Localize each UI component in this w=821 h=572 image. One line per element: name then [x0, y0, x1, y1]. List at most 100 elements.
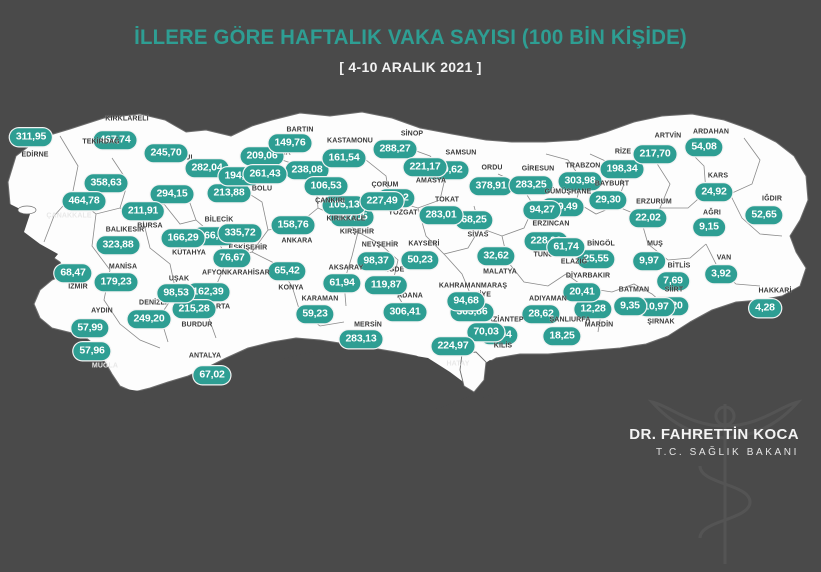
province-name-label: ARTVİN: [654, 132, 682, 140]
province-name-label: İZMİR: [68, 283, 88, 291]
province-name-label: ESKİŞEHİR: [228, 244, 268, 252]
province-value-badge: 249,20: [127, 310, 171, 328]
province-value-badge: 162,39: [186, 283, 230, 301]
province-name-label: ADIYAMAN: [529, 295, 567, 303]
province-name-label: ANKARA: [281, 237, 313, 245]
province-value-badge: 467,74: [93, 131, 137, 149]
province-name-label: MARDİN: [584, 321, 614, 329]
province-value-badge: 149,76: [268, 134, 312, 152]
province-name-label: YOZGAT: [388, 209, 418, 217]
province-value-badge: 50,23: [401, 251, 439, 269]
province-name-label: KARS: [707, 172, 729, 180]
province-name-label: BİNGÖL: [587, 240, 615, 248]
province-value-badge: 105,13: [322, 196, 366, 214]
province-name-label: TUNCELİ: [533, 251, 565, 259]
province-value-badge: 306,41: [383, 303, 427, 321]
province-name-label: BİTLİS: [667, 262, 691, 270]
province-name-label: KONYA: [278, 284, 304, 292]
province-name-label: DENİZLİ: [139, 299, 167, 307]
province-name-label: ÇANAKKALE: [46, 212, 92, 220]
province-value-badge: 179,23: [94, 273, 138, 291]
province-value-badge: 209,06: [240, 147, 284, 165]
province-value-badge: 119,87: [364, 276, 408, 294]
province-value-badge: 59,23: [296, 305, 334, 323]
province-name-label: ŞANLIURFA: [549, 316, 591, 324]
province-name-label: KAHRAMANMARAŞ: [438, 282, 508, 290]
province-name-label: BATMAN: [618, 286, 650, 294]
province-value-badge: 4,28: [749, 299, 781, 317]
province-name-label: AMASYA: [415, 177, 447, 185]
province-value-badge: 32,62: [477, 247, 515, 265]
minister-role: T.C. SAĞLIK BAKANI: [656, 447, 799, 458]
province-value-badge: 283,25: [509, 176, 553, 194]
province-value-badge: 28,62: [522, 305, 560, 323]
province-value-badge: 245,70: [144, 144, 188, 162]
province-name-label: KIRIKKALE: [326, 215, 366, 223]
province-value-badge: 303,98: [558, 172, 602, 190]
province-value-badge: 98,37: [357, 252, 395, 270]
province-value-badge: 283,13: [339, 330, 383, 348]
province-value-badge: 22,02: [629, 209, 667, 227]
province-value-badge: 3,92: [705, 265, 737, 283]
province-name-label: GİRESUN: [521, 165, 555, 173]
province-value-badge: 211,91: [121, 202, 165, 220]
province-value-badge: 221,17: [403, 158, 447, 176]
province-name-label: ERZİNCAN: [532, 220, 570, 228]
province-value-badge: 68,47: [54, 264, 92, 282]
province-value-badge: 25,55: [577, 250, 615, 268]
province-name-label: AFYONKARAHİSAR: [202, 269, 270, 277]
province-value-badge: 217,70: [633, 145, 677, 163]
province-name-label: SİİRT: [664, 286, 684, 294]
province-name-label: AKSARAY: [328, 264, 364, 272]
province-name-label: NİĞDE: [381, 266, 405, 274]
minister-signature: DR. FAHRETTİN KOCA T.C. SAĞLIK BAKANI: [629, 426, 799, 458]
province-value-badge: 166,29: [161, 229, 205, 247]
province-name-label: KIRKLARELİ: [105, 115, 149, 123]
province-value-badge: 464,78: [62, 192, 106, 210]
province-value-badge: 12,28: [574, 300, 612, 318]
province-value-badge: 70,03: [467, 323, 505, 341]
province-name-label: KİLİS: [493, 342, 513, 350]
province-name-label: BALIKESİR: [105, 226, 145, 234]
province-name-label: KÜTAHYA: [172, 249, 206, 257]
province-value-badge: 24,92: [695, 183, 733, 201]
province-name-label: NEVŞEHİR: [361, 241, 399, 249]
province-name-label: AĞRI: [703, 209, 721, 217]
province-name-label: ORDU: [481, 164, 503, 172]
province-name-label: ŞIRNAK: [647, 318, 675, 326]
province-name-label: SAMSUN: [445, 149, 477, 157]
province-value-badge: 106,53: [304, 177, 348, 195]
page-title: İLLERE GÖRE HAFTALIK VAKA SAYISI (100 Bİ…: [134, 26, 687, 49]
province-name-label: SİNOP: [400, 130, 424, 138]
province-value-badge: 57,96: [73, 342, 111, 360]
province-value-badge: 98,53: [157, 284, 195, 302]
province-value-badge: 57,99: [71, 319, 109, 337]
province-value-badge: 10,97: [637, 298, 675, 316]
province-value-badge: 20,41: [563, 283, 601, 301]
province-name-label: ELAZIĞ: [560, 258, 588, 266]
province-name-label: GÜMÜŞHANE: [544, 188, 592, 196]
province-name-label: KAYSERİ: [408, 240, 440, 248]
province-value-badge: 378,91: [469, 177, 513, 195]
province-name-label: ÇANKIRI: [315, 197, 345, 205]
province-name-label: ANTALYA: [188, 352, 222, 360]
province-name-label: DİYARBAKIR: [565, 272, 611, 280]
province-name-label: BARTIN: [286, 126, 314, 134]
province-name-label: RİZE: [614, 148, 632, 156]
province-name-label: BİLECİK: [204, 216, 234, 224]
province-value-badge: 224,97: [431, 337, 475, 355]
province-name-label: BOLU: [251, 185, 273, 193]
province-name-label: IĞDIR: [762, 195, 782, 203]
province-name-label: MERSİN: [354, 321, 382, 329]
province-name-label: MUĞLA: [91, 362, 119, 370]
page-subtitle: [ 4-10 ARALIK 2021 ]: [339, 59, 482, 75]
province-value-badge: 68,25: [455, 211, 493, 229]
province-value-badge: 29,30: [589, 191, 627, 209]
province-name-label: ERZURUM: [636, 198, 672, 206]
province-value-badge: 161,54: [322, 149, 366, 167]
province-value-badge: 238,08: [285, 161, 329, 179]
province-value-badge: 65,42: [268, 262, 306, 280]
province-name-label: ARDAHAN: [692, 128, 730, 136]
province-name-label: BURSA: [137, 222, 163, 230]
province-name-label: EDİRNE: [21, 151, 49, 159]
